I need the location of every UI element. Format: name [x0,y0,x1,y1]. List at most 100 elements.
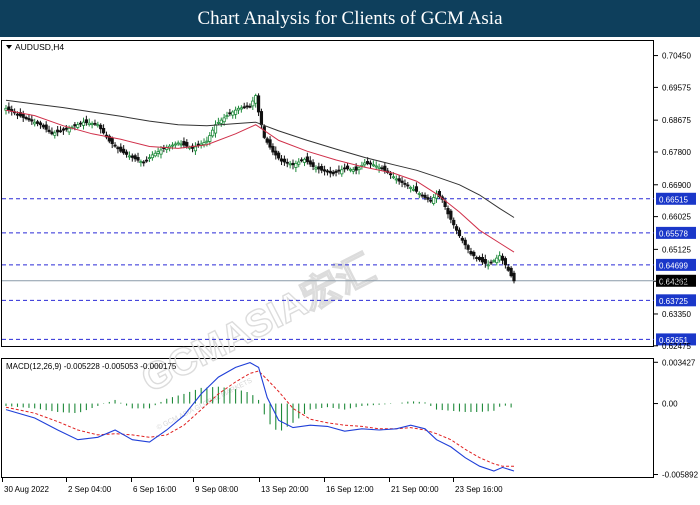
candle-body [383,165,387,171]
candle-body [142,161,146,164]
candle-body [274,150,278,156]
dropdown-triangle-icon[interactable] [6,45,12,49]
candle-body [256,95,261,113]
candle-body [314,167,318,170]
candle-body [340,169,344,175]
candle-body [205,140,209,143]
candle-body [64,127,68,130]
candle-body [363,162,367,166]
candle-body [41,124,45,128]
level-price-tag [656,294,696,307]
candle-body [259,111,264,126]
candle-body [320,166,324,171]
candle-body [446,208,450,215]
candle-body [208,135,212,142]
symbol-timeframe-label: AUDUSD,H4 [15,42,64,52]
macd-tick-label: -0.005892 [662,470,699,479]
candle-body [50,131,54,135]
level-price-label: 0.63725 [659,297,688,306]
candle-body [225,115,229,118]
candle-body [475,257,479,259]
candle-body [348,168,353,171]
price-pane[interactable] [2,93,654,340]
candle-body [113,144,117,147]
chart-canvas[interactable]: GCMASIA宏汇 © GCM ASIA GLOBAL MARKETS 0.66… [0,38,700,500]
candle-body [302,158,307,163]
time-axis-bg [0,478,700,500]
candle-body [454,226,459,231]
candle-body [477,256,482,261]
candle-body [99,124,103,130]
candle-body [133,155,137,160]
candle-body [136,157,140,161]
candle-body [345,165,350,170]
candle-body [394,178,398,181]
candle-body [288,163,292,166]
macd-tick-label: 0.00 [662,400,678,409]
candle-body [357,167,361,171]
candle-body [185,142,189,147]
candle-body [368,162,373,165]
candle-body [371,164,375,167]
candle-body [452,219,456,226]
candle-body [277,152,281,159]
watermark-text: GCMASIA宏汇 [135,248,382,401]
price-pane-frame [1,40,654,347]
candle-body [79,122,83,125]
price-tick-label: 0.68675 [662,116,691,125]
candle-body [159,149,163,155]
candle-body [308,160,312,165]
candle-body [374,165,378,168]
candle-body [391,176,396,179]
candle-body [463,239,467,246]
candle-body [213,124,218,134]
candle-body [236,107,241,111]
price-tick-label: 0.70450 [662,52,691,61]
candle-body [500,255,505,261]
candle-body [24,117,28,120]
level-price-label: 0.64699 [659,261,688,270]
banner-title: Chart Analysis for Clients of GCM Asia [197,8,503,29]
candle-body [179,143,183,146]
price-tick-label: 0.65125 [662,245,691,254]
symbol-header: AUDUSD,H4 [6,42,64,52]
current-price-tag [656,274,696,287]
candle-body [469,251,473,255]
candle-body [173,143,177,146]
candle-body [331,171,335,175]
candle-body [366,161,370,164]
level-price-tag [656,258,696,271]
chart-window[interactable]: GCMASIA宏汇 © GCM ASIA GLOBAL MARKETS 0.66… [0,38,700,500]
level-price-label: 0.66515 [659,195,688,204]
candle-body [81,121,86,126]
candle-body [414,186,419,192]
candle-body [153,152,157,157]
candle-body [506,266,510,271]
candle-body [503,258,507,266]
candle-body [182,141,186,146]
candle-body [282,158,286,163]
macd-readout-label: MACD(12,26,9) -0.005228 -0.005053 -0.000… [6,362,177,371]
candle-body [33,121,37,125]
candle-body [27,118,31,121]
candle-body [449,210,453,220]
candle-body [122,148,126,154]
price-tick-label: 0.67800 [662,148,691,157]
candle-body [145,159,149,162]
candle-body [211,129,215,137]
macd-pane[interactable] [5,362,515,472]
candle-body [47,129,51,132]
candle-body [429,199,433,202]
candle-body [486,264,490,267]
candle-body [130,155,134,158]
candle-body [116,147,120,150]
candle-body [15,113,20,116]
candle-body [294,162,298,168]
candle-body [271,146,275,153]
candle-body [216,122,220,124]
candle-body [460,237,464,241]
candle-body [397,178,401,182]
candle-body [84,119,88,124]
candle-body [291,162,295,166]
candle-body [30,119,34,122]
